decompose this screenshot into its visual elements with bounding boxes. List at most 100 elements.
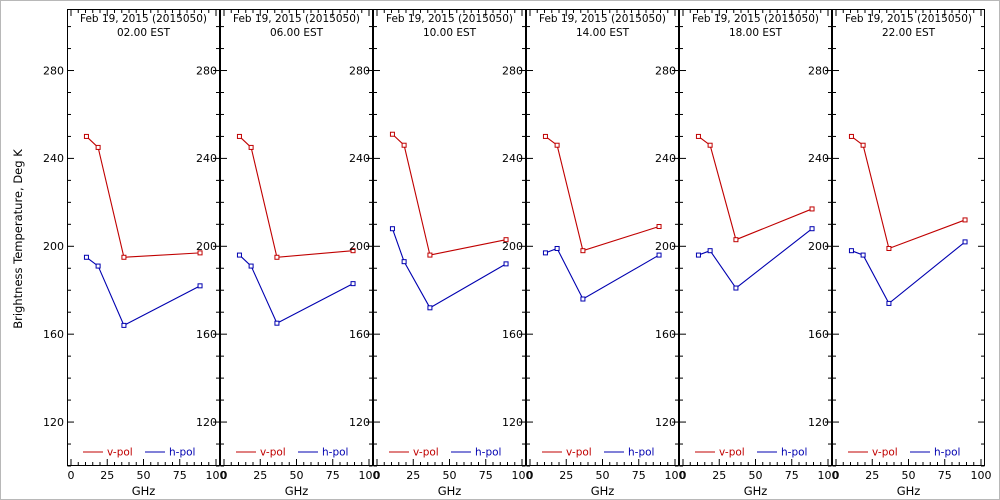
legend-hpol-label: h-pol — [628, 447, 654, 459]
legend-hpol-label: h-pol — [169, 447, 195, 459]
vpol-marker — [848, 133, 854, 139]
hpol-line — [239, 254, 354, 324]
y-tick-label: 160 — [43, 328, 64, 341]
panel-time: 06.00 EST — [270, 27, 324, 39]
y-tick-label: 240 — [349, 152, 370, 165]
legend-hpol-label: h-pol — [475, 447, 501, 459]
y-tick-label: 240 — [43, 152, 64, 165]
hpol-line — [851, 241, 966, 305]
vpol-marker — [83, 133, 89, 139]
legend-vpol-label: v-pol — [107, 447, 133, 459]
hpol-line — [86, 256, 201, 327]
vpol-line — [392, 133, 507, 256]
x-tick-label: 75 — [326, 469, 340, 482]
vpol-marker — [695, 133, 701, 139]
x-tick-label: 50 — [749, 469, 763, 482]
x-tick-label: 75 — [173, 469, 187, 482]
panel-title: Feb 19, 2015 (2015050) — [692, 13, 819, 25]
panel-svg: 120 160 200 240 280 0 25 50 75 100 GHz Feb 19, 2015… — [349, 9, 533, 498]
vpol-line — [698, 135, 813, 241]
vpol-marker — [401, 142, 407, 148]
panel-time: 10.00 EST — [423, 27, 477, 39]
plot-box — [220, 9, 373, 466]
vpol-marker — [197, 250, 203, 256]
y-tick-label: 120 — [655, 416, 676, 429]
hpol-marker — [962, 239, 968, 245]
y-tick-label: 280 — [655, 64, 676, 77]
x-axis-unit-label: GHz — [591, 484, 615, 498]
vpol-marker — [580, 248, 586, 254]
hpol-marker — [554, 245, 560, 251]
x-axis-unit-label: GHz — [132, 484, 156, 498]
hpol-marker — [95, 263, 101, 269]
x-tick-label: 75 — [479, 469, 493, 482]
y-tick-label: 200 — [43, 240, 64, 253]
chart-panel-1800: 120 160 200 240 280 0 25 50 75 100 GHz Feb 19, 2015… — [655, 9, 839, 498]
hpol-marker — [274, 320, 280, 326]
panel-title: Feb 19, 2015 (2015050) — [386, 13, 513, 25]
hpol-line — [545, 247, 660, 300]
x-tick-label: 50 — [443, 469, 457, 482]
x-tick-label: 25 — [865, 469, 879, 482]
x-tick-label: 75 — [632, 469, 646, 482]
plot-box — [679, 9, 832, 466]
panel-svg: 120 160 200 240 280 0 25 50 75 100 GHz Feb 19, 2015… — [43, 9, 227, 498]
hpol-marker — [580, 296, 586, 302]
panel-title: Feb 19, 2015 (2015050) — [233, 13, 360, 25]
y-tick-label: 200 — [349, 240, 370, 253]
hpol-marker — [350, 281, 356, 287]
chart-panel-0600: 120 160 200 240 280 0 25 50 75 100 GHz Feb 19, 2015… — [196, 9, 380, 498]
panel-svg: 120 160 200 240 280 0 25 50 75 100 GHz Feb 19, 2015… — [196, 9, 380, 498]
y-tick-label: 280 — [349, 64, 370, 77]
vpol-marker — [809, 206, 815, 212]
vpol-marker — [121, 254, 127, 260]
y-tick-label: 240 — [196, 152, 217, 165]
vpol-marker — [236, 133, 242, 139]
y-tick-label: 120 — [502, 416, 523, 429]
x-tick-label: 100 — [818, 469, 839, 482]
legend-vpol-label: v-pol — [260, 447, 286, 459]
y-tick-label: 240 — [655, 152, 676, 165]
hpol-marker — [542, 250, 548, 256]
vpol-line — [545, 135, 660, 252]
x-tick-label: 100 — [206, 469, 227, 482]
x-tick-label: 0 — [68, 469, 75, 482]
y-tick-label: 120 — [43, 416, 64, 429]
vpol-line — [86, 136, 201, 258]
y-tick-label: 160 — [196, 328, 217, 341]
x-axis-unit-label: GHz — [438, 484, 462, 498]
y-tick-label: 280 — [808, 64, 829, 77]
vpol-marker — [886, 245, 892, 251]
hpol-marker — [401, 259, 407, 265]
x-tick-label: 25 — [712, 469, 726, 482]
x-tick-label: 0 — [527, 469, 534, 482]
x-tick-label: 25 — [253, 469, 267, 482]
plot-box — [373, 9, 526, 466]
vpol-line — [851, 135, 966, 250]
hpol-marker — [860, 252, 866, 258]
x-tick-label: 0 — [680, 469, 687, 482]
x-tick-label: 50 — [902, 469, 916, 482]
plot-box — [526, 9, 679, 466]
hpol-line — [391, 228, 507, 309]
hpol-marker — [707, 248, 713, 254]
y-axis-title: Brightness Temperature, Deg K — [11, 149, 25, 329]
panel-title: Feb 19, 2015 (2015050) — [539, 13, 666, 25]
y-tick-label: 280 — [196, 64, 217, 77]
y-tick-label: 120 — [196, 416, 217, 429]
plot-box — [67, 9, 220, 466]
x-tick-label: 100 — [665, 469, 686, 482]
vpol-marker — [350, 248, 356, 254]
hpol-marker — [695, 252, 701, 258]
vpol-marker — [656, 224, 662, 230]
hpol-marker — [197, 283, 203, 289]
y-tick-label: 120 — [808, 416, 829, 429]
chart-panel-1000: 120 160 200 240 280 0 25 50 75 100 GHz Feb 19, 2015… — [349, 9, 533, 498]
chart-panel-1400: 120 160 200 240 280 0 25 50 75 100 GHz Feb 19, 2015… — [502, 9, 686, 498]
panel-title: Feb 19, 2015 (2015050) — [80, 13, 207, 25]
vpol-marker — [389, 131, 395, 137]
x-tick-label: 50 — [290, 469, 304, 482]
hpol-marker — [886, 300, 892, 306]
x-tick-label: 25 — [406, 469, 420, 482]
